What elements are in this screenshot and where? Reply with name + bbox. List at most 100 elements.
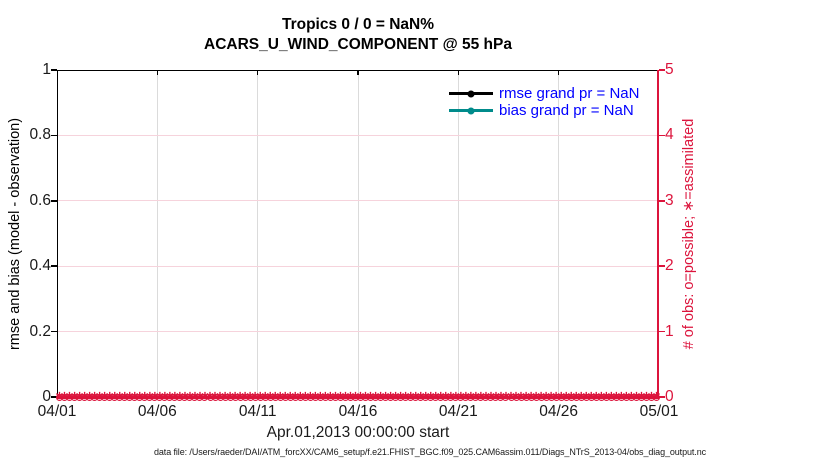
obs-assimilated-marker: ∗ [626, 390, 637, 402]
y-right-tick-mark [659, 265, 665, 267]
obs-assimilated-marker: ∗ [320, 390, 330, 402]
obs-assimilated-marker: ∗ [416, 390, 426, 402]
y-right-tick-mark [659, 396, 665, 398]
obs-assimilated-marker: ∗ [235, 390, 245, 402]
y-right-tick-mark [659, 330, 665, 333]
y-left-tick-label: 1 [42, 61, 51, 78]
y-left-tick-mark [51, 265, 57, 267]
obs-assimilated-marker: ∗ [411, 390, 421, 402]
legend-marker-dot [467, 90, 475, 97]
y-right-tick-mark [659, 134, 665, 137]
obs-assimilated-marker: ∗ [481, 390, 491, 402]
obs-assimilated-marker: ∗ [436, 390, 446, 402]
obs-assimilated-marker: ∗ [110, 390, 120, 402]
obs-assimilated-marker: ∗ [285, 390, 295, 402]
obs-assimilated-marker: ∗ [391, 390, 401, 402]
plot-title: Tropics 0 / 0 = NaN% ACARS_U_WIND_COMPON… [57, 15, 659, 54]
obs-assimilated-marker: ∗ [521, 390, 531, 402]
y-right-tick-label: 3 [665, 191, 674, 209]
obs-assimilated-marker: ∗ [365, 390, 376, 402]
obs-assimilated-marker: ∗ [546, 390, 556, 402]
obs-assimilated-marker: ∗ [210, 390, 220, 402]
obs-assimilated-marker: ∗ [651, 390, 662, 402]
obs-assimilated-marker: ∗ [340, 390, 351, 402]
y-left-tick-mark [51, 330, 57, 333]
x-top-tick-mark [557, 70, 560, 75]
obs-assimilated-marker: ∗ [531, 390, 541, 402]
obs-assimilated-marker: ∗ [486, 390, 496, 402]
y-axis-left-label: rmse and bias (model - observation) [7, 117, 23, 351]
y-right-tick-mark [659, 200, 665, 202]
obs-assimilated-marker: ∗ [401, 390, 411, 402]
obs-assimilated-marker: ∗ [496, 390, 506, 402]
gridline-horizontal [57, 200, 659, 202]
obs-assimilated-marker: ∗ [501, 390, 511, 402]
obs-assimilated-marker: ∗ [175, 390, 185, 402]
axis-spine-left [57, 70, 59, 397]
obs-assimilated-marker: ∗ [69, 390, 80, 402]
x-axis-label: Apr.01,2013 00:00:00 start [266, 424, 450, 441]
obs-assimilated-marker: ∗ [54, 390, 65, 402]
obs-assimilated-marker: ∗ [641, 390, 652, 402]
x-tick-label: 04/06 [137, 403, 177, 420]
legend-entry-bias: bias grand pr = NaN [449, 102, 639, 119]
obs-assimilated-marker: ∗ [260, 390, 270, 402]
obs-assimilated-marker: ∗ [240, 390, 250, 402]
obs-assimilated-marker: ∗ [120, 390, 130, 402]
x-tick-label: 04/01 [37, 403, 77, 420]
obs-possible-marker [652, 393, 660, 401]
obs-assimilated-marker: ∗ [315, 390, 325, 402]
obs-assimilated-marker: ∗ [561, 390, 571, 402]
obs-assimilated-marker: ∗ [606, 390, 616, 402]
x-top-tick-mark [357, 70, 359, 75]
obs-assimilated-marker: ∗ [551, 390, 561, 402]
plot-title-variable-line: ACARS_U_WIND_COMPONENT @ 55 hPa [204, 35, 512, 53]
obs-assimilated-marker: ∗ [130, 390, 140, 402]
obs-assimilated-marker: ∗ [631, 390, 642, 402]
x-tick-label: 04/16 [338, 403, 378, 420]
obs-assimilated-marker: ∗ [355, 390, 366, 402]
y-right-tick-mark [659, 69, 665, 71]
obs-assimilated-marker: ∗ [310, 390, 320, 402]
obs-assimilated-marker: ∗ [325, 390, 336, 402]
obs-assimilated-marker: ∗ [406, 390, 416, 402]
axis-spine-right [657, 70, 659, 397]
obs-assimilated-marker: ∗ [375, 390, 386, 402]
obs-assimilated-marker: ∗ [370, 390, 381, 402]
data-file-path-text: data file: /Users/raeder/DAI/ATM_forcXX/… [153, 447, 707, 457]
obs-assimilated-marker: ∗ [446, 390, 456, 402]
legend: rmse grand pr = NaN bias grand pr = NaN [449, 85, 639, 119]
y-left-tick-label: 0.8 [29, 126, 51, 144]
obs-assimilated-marker: ∗ [516, 390, 526, 402]
obs-assimilated-marker: ∗ [215, 390, 225, 402]
obs-assimilated-marker: ∗ [576, 390, 586, 402]
obs-assimilated-marker: ∗ [64, 390, 75, 402]
y-left-tick-label: 0.4 [29, 257, 51, 275]
obs-assimilated-marker: ∗ [636, 390, 647, 402]
obs-assimilated-marker: ∗ [125, 390, 135, 402]
obs-assimilated-marker: ∗ [541, 390, 551, 402]
legend-line-sample [449, 107, 493, 114]
obs-assimilated-marker: ∗ [100, 390, 110, 402]
obs-assimilated-marker: ∗ [145, 390, 155, 402]
obs-assimilated-marker: ∗ [491, 390, 501, 402]
obs-assimilated-marker: ∗ [190, 390, 200, 402]
obs-assimilated-marker: ∗ [160, 390, 170, 402]
obs-assimilated-marker: ∗ [200, 390, 210, 402]
x-top-tick-mark [256, 70, 259, 75]
obs-assimilated-marker: ∗ [245, 390, 255, 402]
obs-assimilated-marker: ∗ [79, 390, 90, 402]
obs-assimilated-marker: ∗ [611, 390, 621, 402]
obs-assimilated-marker: ∗ [155, 390, 165, 402]
obs-assimilated-marker: ∗ [290, 390, 300, 402]
obs-assimilated-marker: ∗ [426, 390, 436, 402]
y-left-tick-label: 0.6 [29, 191, 51, 209]
y-right-tick-label: 0 [665, 388, 674, 405]
obs-assimilated-marker: ∗ [265, 390, 275, 402]
x-top-tick-mark [156, 70, 159, 75]
gridline-horizontal [57, 134, 659, 136]
obs-assimilated-marker: ∗ [140, 390, 150, 402]
obs-assimilated-marker: ∗ [95, 390, 105, 402]
obs-assimilated-marker: ∗ [360, 390, 371, 402]
